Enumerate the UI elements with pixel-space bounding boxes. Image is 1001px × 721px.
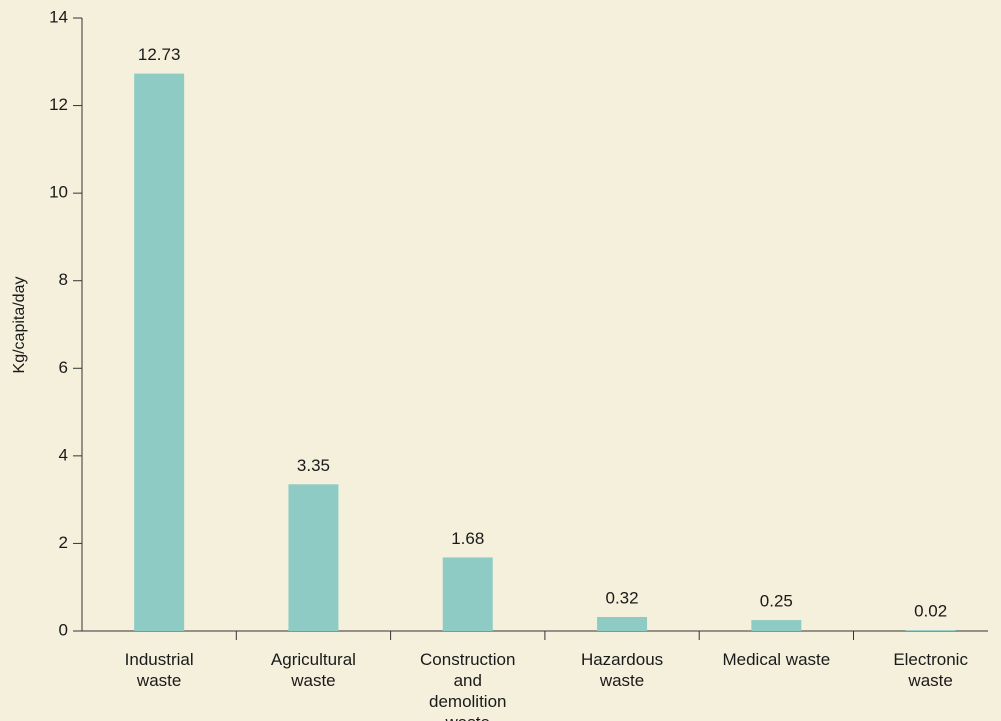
bar (751, 620, 802, 631)
bar (597, 616, 648, 631)
x-tick-label: Medical waste (722, 650, 831, 669)
x-tick-label: Hazardous waste (580, 650, 664, 690)
data-label: 0.02 (914, 602, 947, 621)
data-label: 3.35 (297, 456, 330, 475)
bar (134, 73, 185, 632)
y-tick-label: 0 (59, 620, 68, 639)
y-tick-label: 12 (49, 95, 68, 114)
y-tick-label: 2 (59, 533, 68, 552)
y-axis-label: Kg/capita/day (11, 277, 28, 374)
x-tick-label: Agricultural waste (270, 650, 356, 690)
y-tick-label: 14 (49, 7, 68, 26)
y-tick-label: 6 (59, 358, 68, 377)
bar (288, 484, 339, 631)
data-label: 0.25 (760, 592, 793, 611)
y-tick-label: 10 (49, 183, 68, 202)
bar (442, 557, 493, 631)
x-tick-label: Construction and demolition waste (420, 650, 516, 721)
data-label: 12.73 (138, 45, 181, 64)
y-tick-label: 8 (59, 270, 68, 289)
x-tick-label: Industrial waste (124, 650, 194, 690)
data-label: 0.32 (606, 588, 639, 607)
bar (905, 630, 956, 631)
y-tick-label: 4 (59, 445, 68, 464)
x-tick-label: Electronic waste (893, 650, 968, 690)
data-label: 1.68 (451, 529, 484, 548)
